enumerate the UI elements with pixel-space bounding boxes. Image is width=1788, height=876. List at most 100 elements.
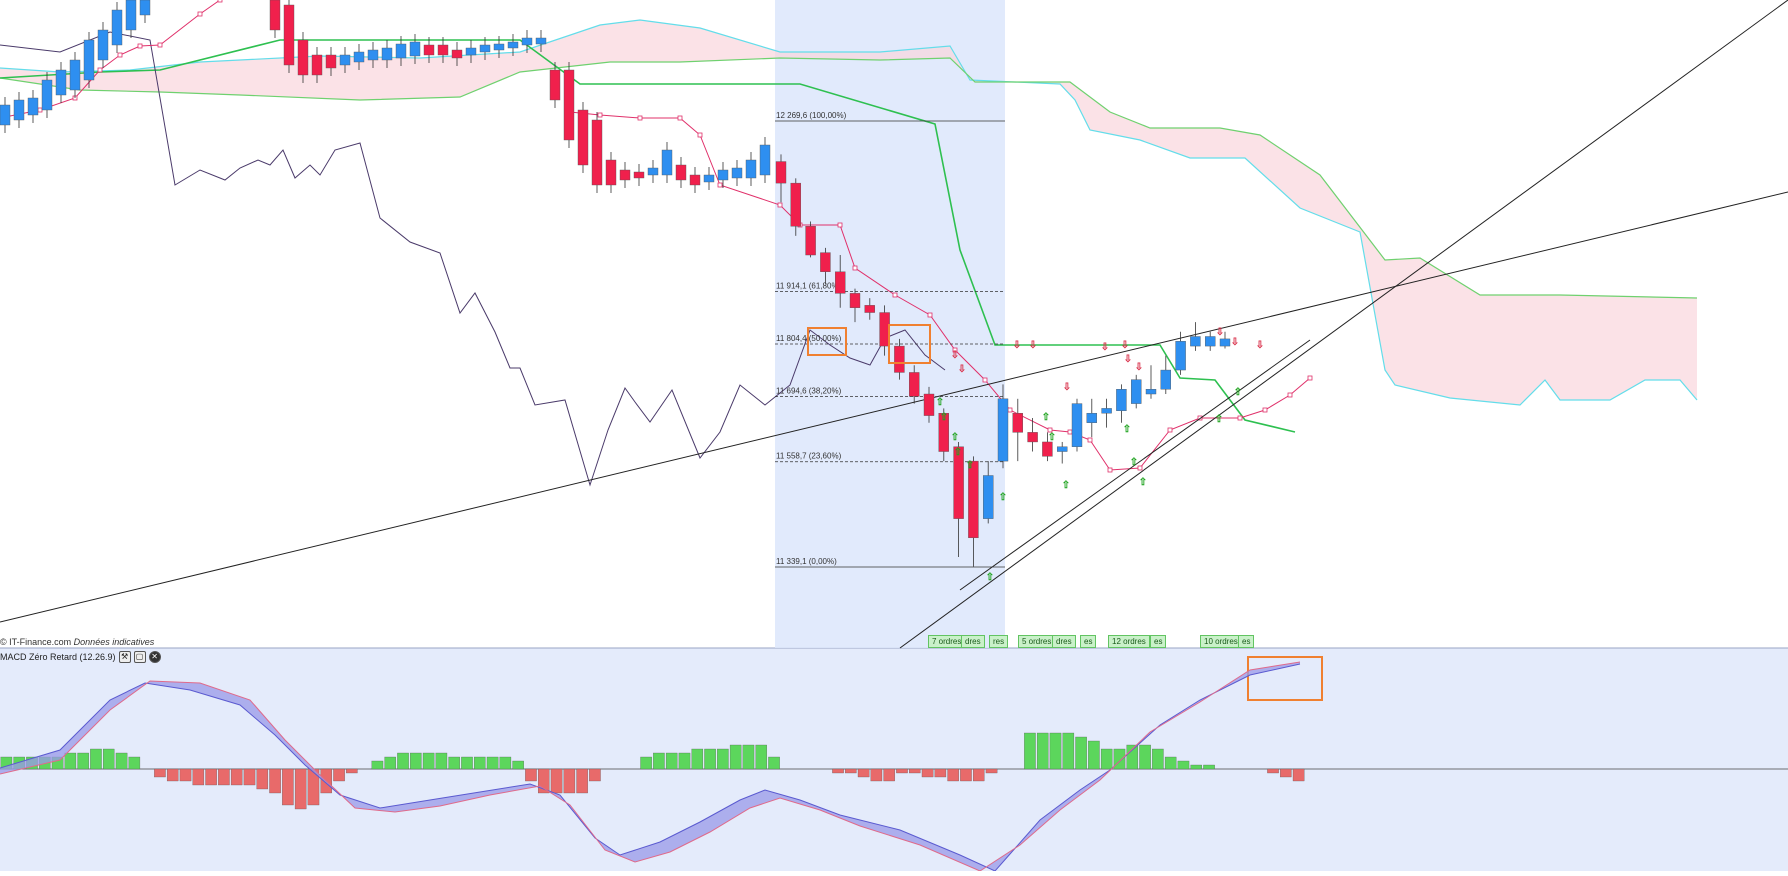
- trendline-long: [0, 191, 1788, 623]
- tenkan-sen-marker: [637, 115, 643, 121]
- candle-body: [97, 29, 109, 61]
- candle-body: [437, 44, 449, 56]
- order-tag[interactable]: es: [1150, 635, 1167, 648]
- candle-body: [1116, 389, 1127, 411]
- macd-histogram-bar: [269, 768, 281, 794]
- candle-body: [605, 159, 617, 186]
- candle-body: [731, 167, 743, 179]
- tenkan-sen-marker: [597, 112, 603, 118]
- order-tag[interactable]: dres: [1052, 635, 1076, 648]
- tenkan-sen-marker: [952, 347, 958, 353]
- candle-body: [1012, 412, 1023, 433]
- candle-body: [139, 0, 151, 16]
- tenkan-sen-marker: [197, 11, 203, 17]
- macd-histogram-bar: [640, 756, 652, 770]
- tenkan-sen-marker: [717, 182, 723, 188]
- candle-body: [619, 169, 631, 181]
- macd-histogram-bar: [1075, 736, 1087, 770]
- macd-histogram-bar: [717, 748, 729, 770]
- macd-panel-header: MACD Zéro Retard (12.26.9) ⚒ ▢ ✕: [0, 650, 161, 664]
- order-tag[interactable]: es: [1238, 635, 1255, 648]
- candle-body: [894, 345, 905, 373]
- tenkan-sen-marker: [1047, 427, 1053, 433]
- macd-histogram-bar: [461, 756, 473, 770]
- tenkan-sen-marker: [157, 42, 163, 48]
- candle-body: [864, 305, 875, 313]
- candle-body: [759, 144, 771, 176]
- candle-body: [535, 37, 547, 45]
- macd-histogram-bar: [294, 768, 307, 810]
- buy-signal-arrow: ⇧: [1139, 477, 1147, 488]
- close-icon[interactable]: ✕: [148, 651, 161, 663]
- macd-signal-line: [0, 661, 1301, 872]
- candle-body: [395, 43, 407, 59]
- trendline-support: [959, 339, 1311, 591]
- macd-histogram-bar: [282, 768, 294, 806]
- highlight-box: [1247, 656, 1323, 701]
- macd-histogram-bar: [103, 748, 115, 770]
- wrench-icon[interactable]: ⚒: [118, 651, 131, 663]
- macd-histogram-bar: [973, 768, 985, 782]
- candle-body: [507, 41, 519, 49]
- macd-histogram-bar: [832, 768, 844, 774]
- order-tag[interactable]: 12 ordres: [1108, 635, 1150, 648]
- candle-body: [465, 47, 477, 56]
- tenkan-sen-marker: [677, 115, 683, 121]
- candle-body: [775, 161, 787, 184]
- order-tag[interactable]: res: [989, 635, 1009, 648]
- buy-signal-arrow: ⇧: [940, 412, 948, 423]
- candle-body: [563, 69, 575, 141]
- fibonacci-level-label: 12 269,6 (100,00%): [776, 111, 847, 120]
- macd-histogram-bar: [243, 768, 256, 786]
- order-tag[interactable]: es: [1080, 635, 1097, 648]
- macd-histogram-bar: [985, 768, 998, 774]
- macd-panel-background: [0, 648, 1788, 871]
- macd-histogram-bar: [205, 768, 217, 786]
- candle-body: [451, 49, 463, 59]
- macd-histogram-bar: [448, 756, 460, 770]
- tenkan-sen-marker: [1067, 429, 1073, 435]
- sell-signal-arrow: ⇩: [1013, 340, 1021, 351]
- macd-histogram-bar: [1177, 760, 1190, 770]
- fibonacci-level-label: 11 694,6 (38,20%): [776, 387, 842, 396]
- candle-body: [968, 460, 979, 539]
- macd-histogram-bar: [435, 752, 448, 770]
- candle-body: [1145, 389, 1157, 395]
- order-tag[interactable]: 5 ordres: [1018, 635, 1056, 648]
- buy-signal-arrow: ⇧: [1130, 457, 1138, 468]
- window-icon[interactable]: ▢: [133, 651, 146, 663]
- candle-body: [521, 37, 533, 46]
- ichimoku-cloud: [0, 20, 1697, 405]
- order-tag[interactable]: 10 ordres: [1200, 635, 1242, 648]
- macd-histogram-bar: [218, 768, 230, 786]
- candle-body: [69, 59, 81, 91]
- candle-body: [549, 69, 561, 101]
- candle-body: [353, 51, 365, 63]
- macd-histogram-bar: [384, 756, 396, 770]
- candle-body: [717, 169, 729, 181]
- candle-body: [805, 226, 816, 256]
- macd-histogram-bar: [1203, 764, 1215, 770]
- macd-histogram-bar: [1036, 732, 1049, 770]
- macd-panel-title: MACD Zéro Retard (12.26.9): [0, 652, 116, 662]
- macd-histogram-bar: [857, 768, 870, 778]
- candle-body: [1056, 446, 1068, 452]
- macd-histogram-bar: [115, 752, 128, 770]
- macd-histogram-bar: [589, 768, 601, 782]
- buy-signal-arrow: ⇧: [936, 397, 944, 408]
- candle-body: [953, 446, 964, 519]
- macd-histogram-bar: [1113, 748, 1126, 770]
- order-tag[interactable]: 7 ordres: [928, 635, 966, 648]
- order-tag[interactable]: dres: [961, 635, 985, 648]
- candle-body: [1027, 432, 1038, 443]
- macd-histogram-bar: [678, 752, 691, 770]
- sell-signal-arrow: ⇩: [1216, 327, 1224, 338]
- kijun-sen-line: [0, 39, 1296, 433]
- tenkan-sen-marker: [852, 265, 858, 271]
- senkou-span-b-line: [0, 57, 1698, 299]
- tenkan-sen-marker: [37, 107, 43, 113]
- candle-body: [1160, 369, 1172, 390]
- candle-body: [923, 393, 935, 416]
- macd-histogram-bar: [90, 748, 102, 770]
- candle-body: [111, 9, 123, 46]
